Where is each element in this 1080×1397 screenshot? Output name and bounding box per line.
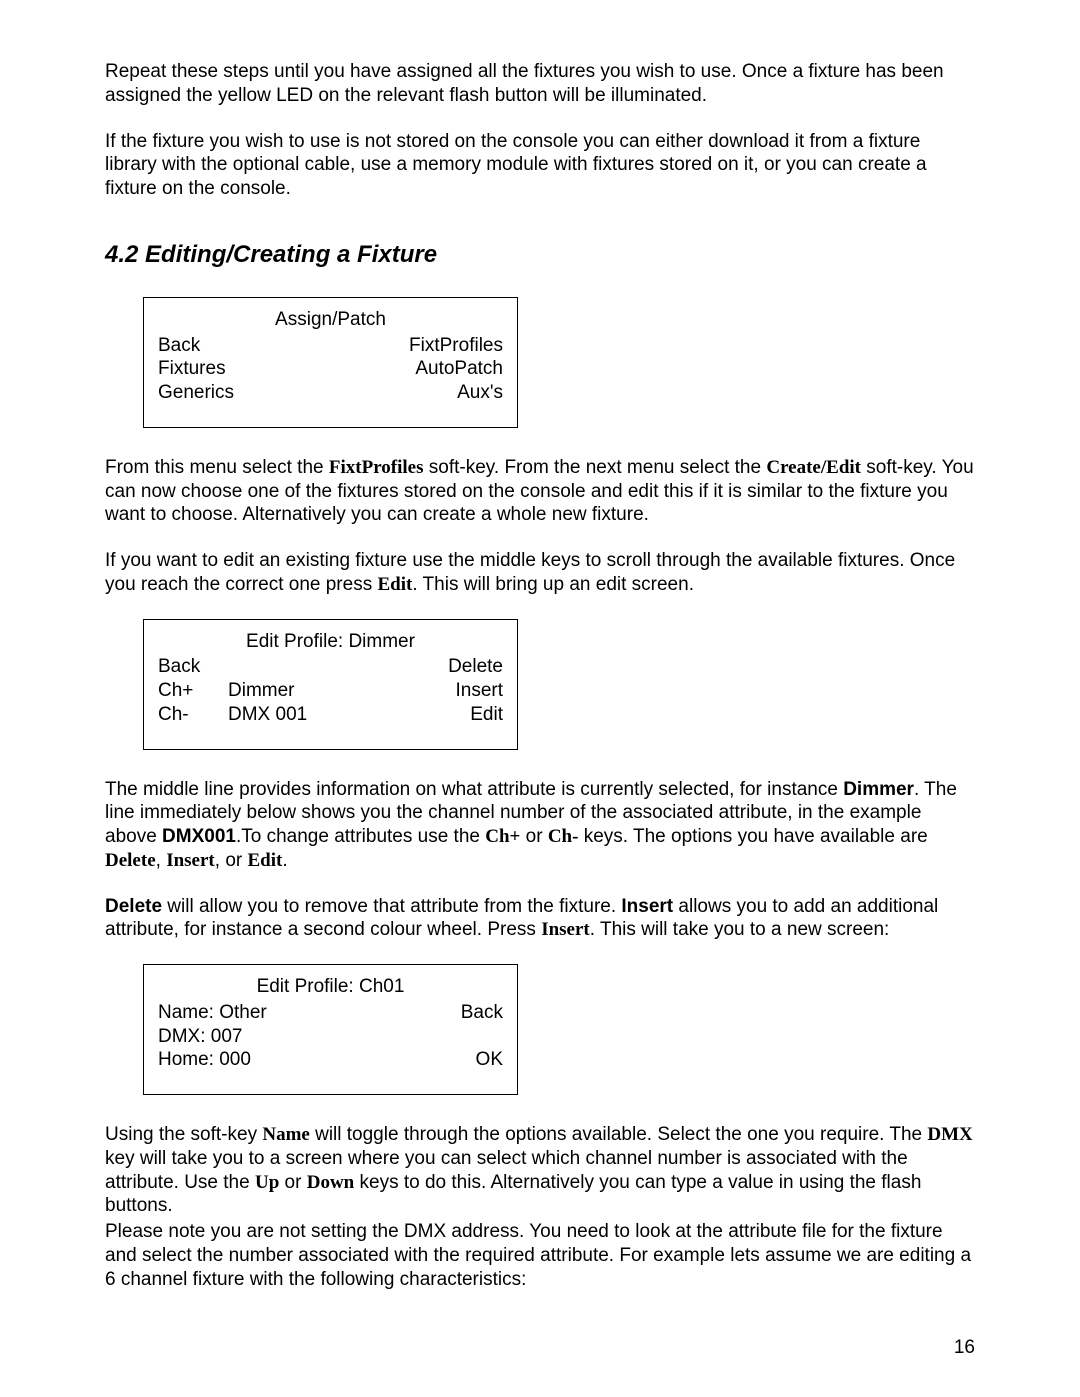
softkey-ref: Down [307, 1172, 355, 1193]
lcd-cell: Home: 000 [158, 1048, 251, 1072]
softkey-ref: Create/Edit [766, 457, 861, 478]
lcd-screen-edit-profile-dimmer: Edit Profile: Dimmer Back Delete Ch+ Dim… [143, 619, 518, 750]
lcd-cell: Back [461, 1001, 503, 1025]
lcd-row: Ch- DMX 001 Edit [158, 703, 503, 727]
lcd-row: Fixtures AutoPatch [158, 357, 503, 381]
softkey-ref: Edit [377, 574, 412, 595]
text-run: will allow you to remove that attribute … [162, 896, 621, 917]
softkey-ref: Ch+ [485, 826, 520, 847]
bold-term: Insert [621, 896, 673, 917]
softkey-ref: Insert [541, 919, 590, 940]
lcd-cell: Delete [448, 655, 503, 679]
page-number: 16 [954, 1337, 975, 1359]
text-run: , or [215, 850, 248, 871]
lcd-cell: Generics [158, 381, 234, 405]
softkey-ref: Ch- [548, 826, 579, 847]
text-run: From this menu select the [105, 457, 329, 478]
text-run: , [156, 850, 167, 871]
paragraph: If you want to edit an existing fixture … [105, 549, 975, 597]
lcd-cell: Name: Other [158, 1001, 267, 1025]
softkey-ref: Delete [105, 850, 156, 871]
text-run: will toggle through the options availabl… [310, 1124, 928, 1145]
lcd-cell: FixtProfiles [409, 334, 503, 358]
section-heading: 4.2 Editing/Creating a Fixture [105, 241, 975, 269]
paragraph: Delete will allow you to remove that att… [105, 895, 975, 943]
lcd-cell: Dimmer [208, 679, 455, 703]
lcd-row: Back FixtProfiles [158, 334, 503, 358]
lcd-row: Generics Aux's [158, 381, 503, 405]
text-run: . [282, 850, 287, 871]
lcd-row: Ch+ Dimmer Insert [158, 679, 503, 703]
lcd-cell: Edit [470, 703, 503, 727]
softkey-ref: Edit [248, 850, 283, 871]
lcd-cell: AutoPatch [415, 357, 503, 381]
lcd-cell: OK [476, 1048, 503, 1072]
lcd-title: Edit Profile: Ch01 [158, 975, 503, 999]
text-run: .To change attributes use the [236, 826, 485, 847]
text-run: or [279, 1172, 306, 1193]
lcd-screen-edit-profile-ch01: Edit Profile: Ch01 Name: Other Back DMX:… [143, 964, 518, 1095]
text-run: . This will bring up an edit screen. [412, 574, 694, 595]
lcd-cell: Aux's [457, 381, 503, 405]
softkey-ref: Up [255, 1172, 279, 1193]
paragraph: If the fixture you wish to use is not st… [105, 130, 975, 201]
text-run: soft-key. From the next menu select the [424, 457, 767, 478]
paragraph: Please note you are not setting the DMX … [105, 1220, 975, 1291]
lcd-row: Name: Other Back [158, 1001, 503, 1025]
lcd-cell: DMX: 007 [158, 1025, 242, 1049]
lcd-row: Home: 000 OK [158, 1048, 503, 1072]
lcd-cell: Ch+ [158, 679, 208, 703]
paragraph: The middle line provides information on … [105, 778, 975, 873]
text-run: keys. The options you have available are [578, 826, 927, 847]
document-page: Repeat these steps until you have assign… [0, 0, 1080, 1397]
lcd-row: Back Delete [158, 655, 503, 679]
softkey-ref: DMX [927, 1124, 972, 1145]
lcd-cell: Fixtures [158, 357, 226, 381]
paragraph: Using the soft-key Name will toggle thro… [105, 1123, 975, 1218]
softkey-ref: Name [262, 1124, 309, 1145]
softkey-ref: FixtProfiles [329, 457, 424, 478]
lcd-screen-assign-patch: Assign/Patch Back FixtProfiles Fixtures … [143, 297, 518, 428]
paragraph: From this menu select the FixtProfiles s… [105, 456, 975, 527]
paragraph: Repeat these steps until you have assign… [105, 60, 975, 108]
softkey-ref: Insert [166, 850, 215, 871]
bold-term: DMX001 [162, 826, 236, 847]
text-run: . This will take you to a new screen: [590, 919, 890, 940]
lcd-cell: Insert [455, 679, 503, 703]
lcd-title: Assign/Patch [158, 308, 503, 332]
bold-term: Dimmer [843, 779, 914, 800]
lcd-cell: Ch- [158, 703, 208, 727]
text-run: The middle line provides information on … [105, 779, 843, 800]
lcd-title: Edit Profile: Dimmer [158, 630, 503, 654]
lcd-row: DMX: 007 [158, 1025, 503, 1049]
lcd-cell: Back [158, 655, 208, 679]
text-run: Using the soft-key [105, 1124, 262, 1145]
lcd-cell [208, 655, 448, 679]
text-run: or [520, 826, 547, 847]
bold-term: Delete [105, 896, 162, 917]
lcd-cell: DMX 001 [208, 703, 470, 727]
lcd-cell: Back [158, 334, 200, 358]
